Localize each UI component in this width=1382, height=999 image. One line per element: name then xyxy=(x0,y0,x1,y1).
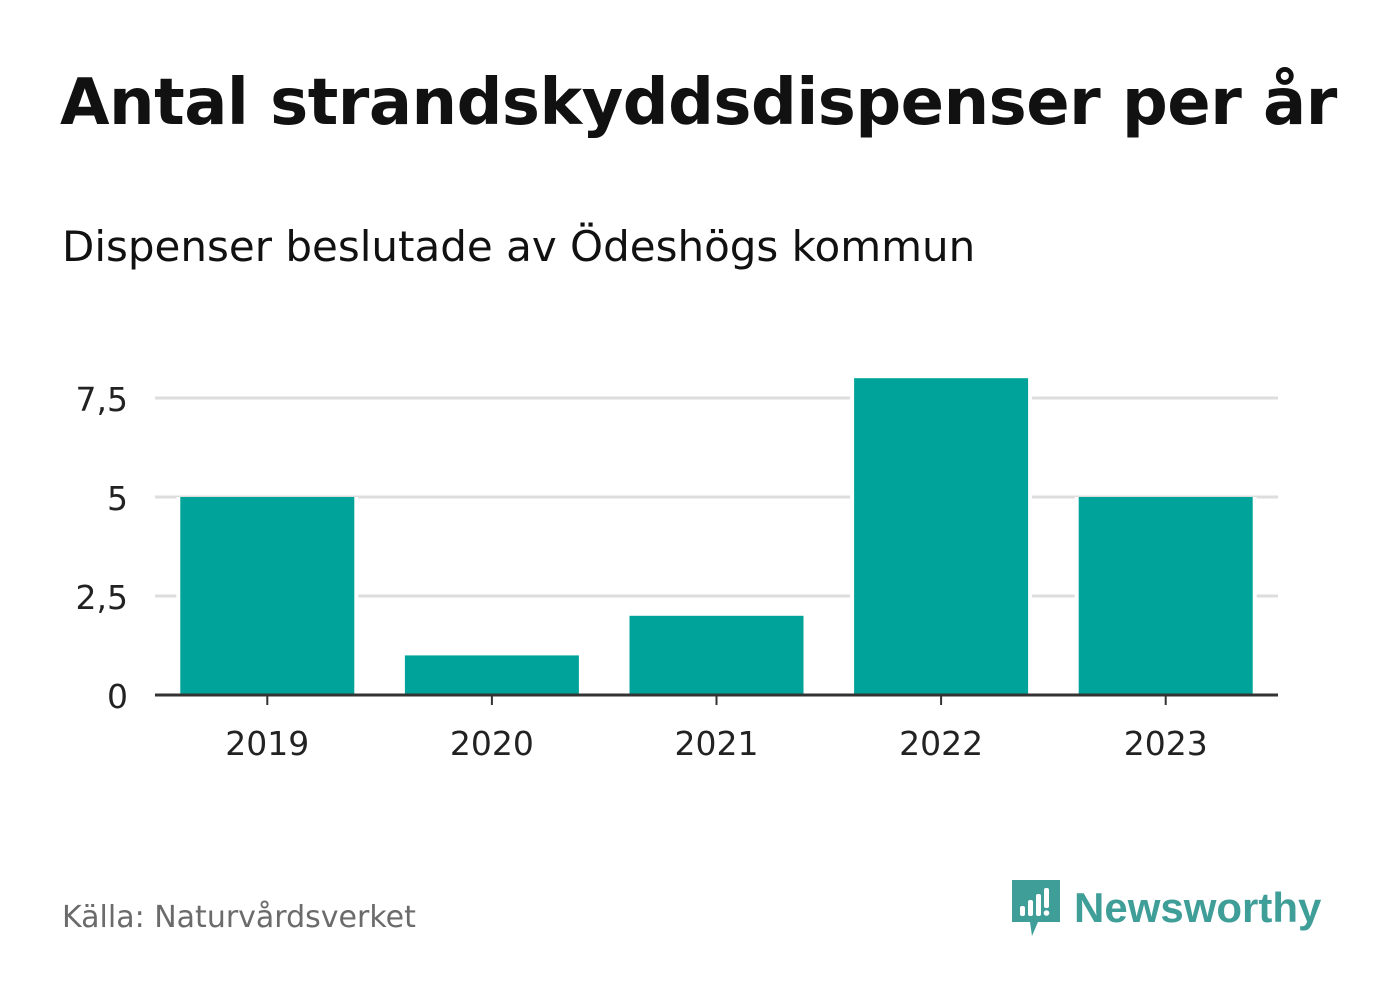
bar xyxy=(854,378,1029,695)
chart-subtitle: Dispenser beslutade av Ödeshögs kommun xyxy=(62,222,976,271)
y-tick-label: 5 xyxy=(107,479,128,518)
x-tick-label: 2021 xyxy=(675,724,759,763)
y-tick-label: 0 xyxy=(107,677,128,716)
bar xyxy=(180,497,355,695)
brand-logo: Newsworthy xyxy=(1010,878,1321,938)
newsworthy-logo-icon xyxy=(1012,880,1060,936)
y-tick-label: 2,5 xyxy=(76,578,128,617)
x-tick-label: 2019 xyxy=(225,724,309,763)
x-tick-label: 2023 xyxy=(1124,724,1208,763)
x-tick-label: 2022 xyxy=(899,724,983,763)
chart-title: Antal strandskyddsdispenser per år xyxy=(60,66,1337,140)
bar xyxy=(404,655,579,695)
bar xyxy=(1078,497,1253,695)
source-note: Källa: Naturvårdsverket xyxy=(62,900,416,935)
y-tick-label: 7,5 xyxy=(76,380,128,419)
bar xyxy=(629,615,804,695)
brand-name: Newsworthy xyxy=(1074,884,1322,931)
x-tick-label: 2020 xyxy=(450,724,534,763)
